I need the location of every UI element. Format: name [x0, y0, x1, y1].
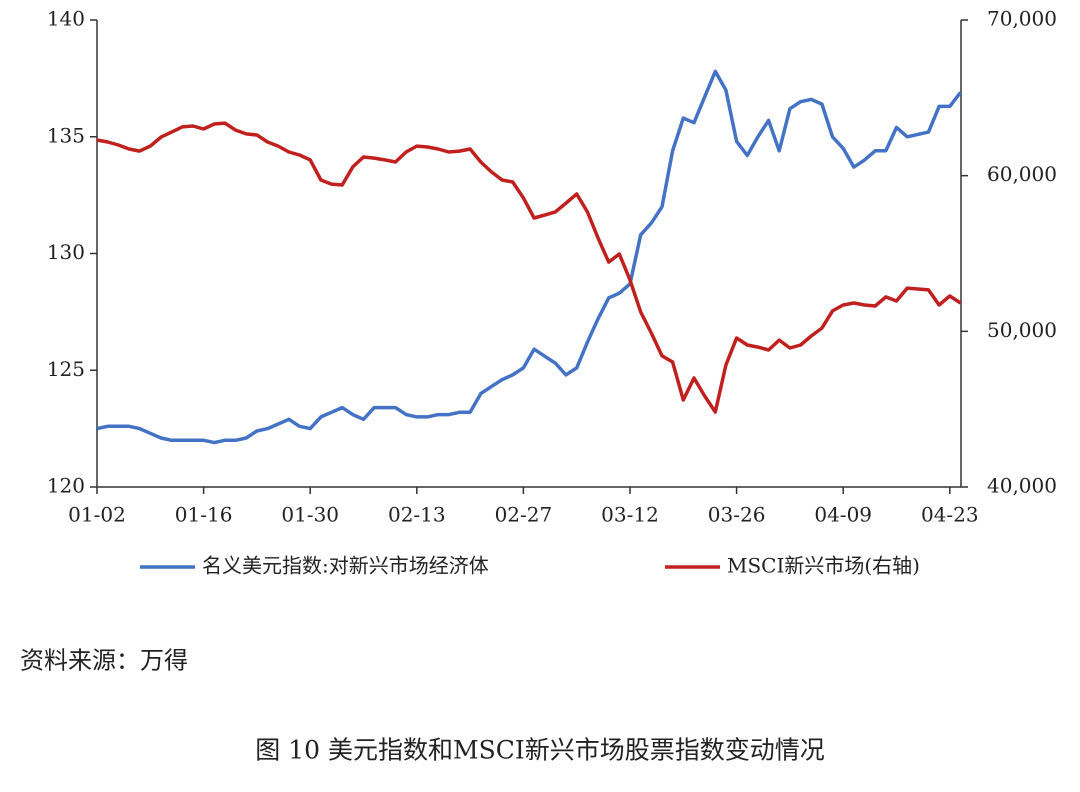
y-tick-label: 125: [47, 357, 85, 381]
y-tick-label: 135: [47, 123, 85, 147]
source-note: 资料来源：万得: [20, 647, 188, 675]
x-tick-label: 01-02: [68, 503, 126, 527]
x-tick-label: 02-13: [388, 503, 446, 527]
x-tick-label: 02-27: [495, 503, 553, 527]
y2-tick-label: 60,000: [987, 162, 1057, 186]
x-tick-label: 01-30: [281, 503, 339, 527]
x-tick-label: 03-26: [708, 503, 766, 527]
y2-tick-label: 40,000: [987, 474, 1057, 498]
y2-tick-label: 50,000: [987, 318, 1057, 342]
x-tick-label: 01-16: [175, 503, 233, 527]
legend-label: MSCI新兴市场(右轴): [727, 554, 920, 578]
x-tick-label: 04-09: [814, 503, 872, 527]
x-tick-label: 03-12: [601, 503, 659, 527]
y-tick-label: 140: [47, 7, 85, 31]
series-line: [96, 121, 962, 414]
x-tick-label: 04-23: [921, 503, 979, 527]
y2-tick-label: 70,000: [987, 7, 1057, 31]
legend-label: 名义美元指数:对新兴市场经济体: [202, 554, 489, 578]
y-tick-label: 120: [47, 474, 85, 498]
y-tick-label: 130: [47, 240, 85, 264]
chart-caption: 图 10 美元指数和MSCI新兴市场股票指数变动情况: [255, 736, 824, 765]
series-line: [96, 69, 962, 445]
